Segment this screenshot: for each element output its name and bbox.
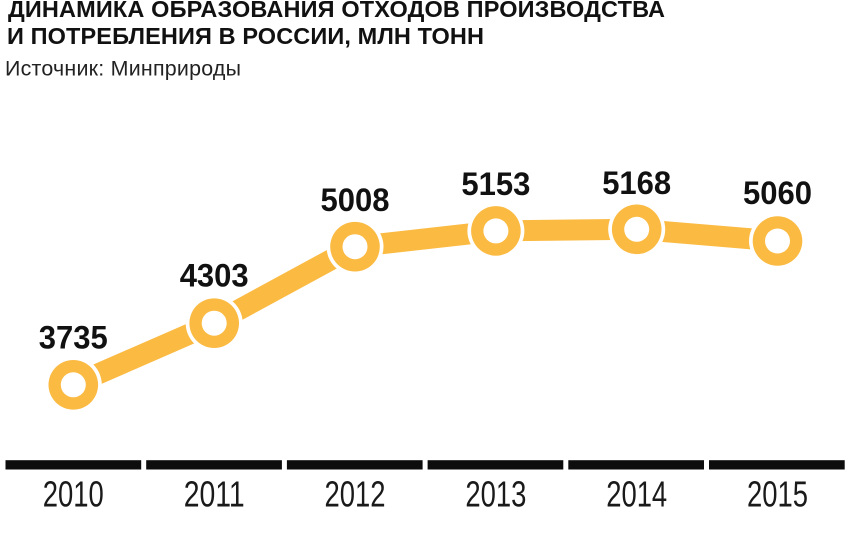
svg-text:И ПОТРЕБЛЕНИЯ В РОССИИ, МЛН ТО: И ПОТРЕБЛЕНИЯ В РОССИИ, МЛН ТОНН [7, 23, 484, 49]
svg-text:4303: 4303 [180, 258, 249, 294]
svg-text:Источник: Минприроды: Источник: Минприроды [5, 57, 241, 81]
svg-text:2011: 2011 [184, 474, 245, 515]
svg-text:2014: 2014 [606, 474, 667, 515]
svg-text:ДИНАМИКА ОБРАЗОВАНИЯ ОТХОДОВ П: ДИНАМИКА ОБРАЗОВАНИЯ ОТХОДОВ ПРОИЗВОДСТВ… [8, 0, 665, 22]
svg-text:3735: 3735 [39, 319, 108, 355]
svg-text:5008: 5008 [321, 182, 390, 218]
svg-text:5168: 5168 [602, 165, 671, 201]
svg-text:5153: 5153 [461, 166, 530, 202]
svg-text:2010: 2010 [43, 474, 104, 515]
svg-text:2013: 2013 [465, 474, 526, 515]
svg-text:2012: 2012 [325, 474, 386, 515]
svg-text:2015: 2015 [747, 474, 808, 515]
svg-text:5060: 5060 [743, 175, 812, 211]
